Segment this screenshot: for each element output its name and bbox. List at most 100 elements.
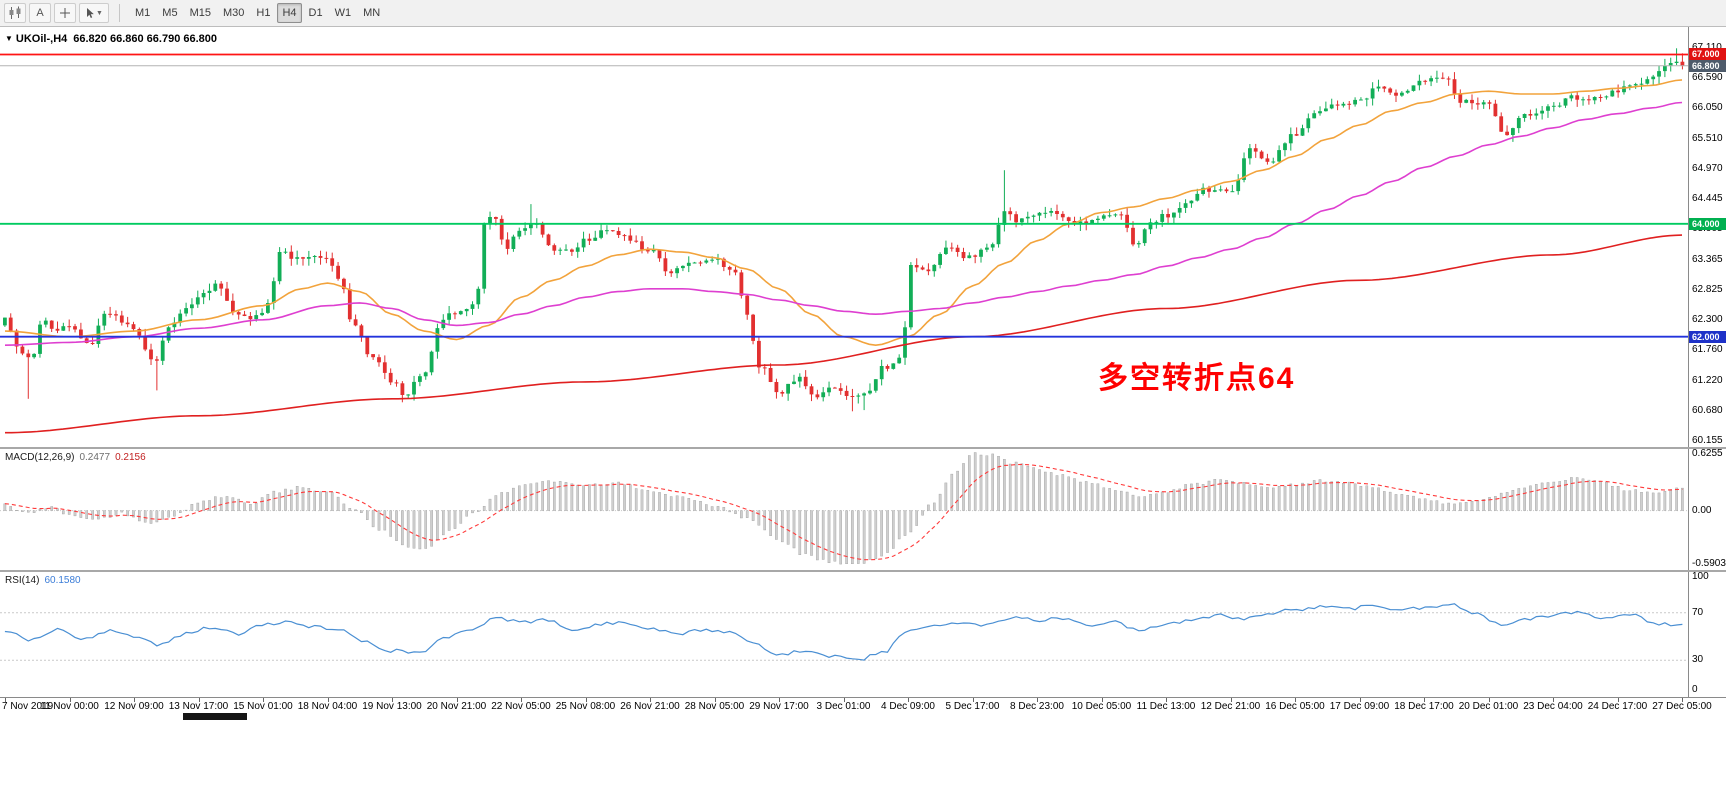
price-tick-label: 61.760 — [1692, 344, 1723, 356]
price-tick-label: 62.300 — [1692, 313, 1723, 325]
time-tick — [456, 698, 458, 702]
time-tick — [1424, 698, 1425, 702]
rsi-value: 60.1580 — [44, 575, 81, 586]
price-level-badge-62.000: 62.000 — [1689, 330, 1726, 343]
time-tick — [1553, 698, 1554, 702]
time-label: 18 Nov 04:00 — [297, 701, 358, 712]
time-label: 28 Nov 05:00 — [684, 701, 745, 712]
time-label: 23 Dec 04:00 — [1523, 701, 1583, 712]
time-tick — [908, 698, 909, 702]
chart-symbol-period: UKOil-,H4 — [15, 33, 68, 45]
time-label: 4 Dec 09:00 — [881, 701, 935, 712]
price-tick-label: 66.050 — [1692, 102, 1723, 114]
price-tick-label: 63.365 — [1692, 253, 1723, 265]
time-tick — [392, 698, 393, 702]
time-label: 19 Nov 13:00 — [362, 701, 422, 712]
rsi-tick-label: 0 — [1692, 684, 1698, 695]
ma-red-line — [5, 234, 1683, 434]
rsi-axis[interactable]: 100 70 30 0 — [1688, 572, 1726, 697]
price-chart-panel[interactable]: ▼ UKOil-,H4 66.820 66.860 66.790 66.800 多空… — [0, 27, 1688, 447]
crosshair-icon[interactable] — [54, 3, 76, 23]
ma-orange-line — [4, 79, 1683, 347]
rsi-panel[interactable]: RSI(14) 60.1580 — [0, 572, 1688, 697]
chevron-down-icon: ▼ — [96, 9, 103, 17]
timeframe-button-h4[interactable]: H4 — [277, 3, 302, 23]
timeframe-button-m1[interactable]: M1 — [135, 7, 151, 19]
macd-main-value: 0.2477 — [79, 452, 111, 463]
macd-panel[interactable]: MACD(12,26,9) 0.2477 0.2156 — [0, 449, 1688, 570]
price-tick-label: 60.155 — [1692, 434, 1723, 446]
time-tick — [263, 698, 264, 702]
time-tick — [779, 698, 780, 702]
ma-magenta-line — [4, 101, 1683, 346]
time-tick — [1295, 698, 1296, 702]
cursor-tool-dropdown[interactable]: ▼ — [79, 3, 109, 23]
time-tick — [714, 698, 716, 702]
time-tick — [327, 698, 329, 702]
time-tick — [843, 698, 845, 702]
timeframe-button-w1[interactable]: W1 — [334, 7, 352, 19]
time-label: 17 Dec 09:00 — [1329, 701, 1390, 712]
rsi-label: RSI(14) 60.1580 — [5, 575, 81, 586]
price-tick-label: 60.680 — [1692, 405, 1723, 417]
chart-type-icon[interactable] — [4, 3, 26, 23]
price-tick-label: 64.970 — [1692, 163, 1723, 175]
time-label: 25 Nov 08:00 — [555, 701, 616, 712]
time-label: 8 Dec 23:00 — [1010, 701, 1064, 712]
time-tick — [134, 698, 135, 702]
price-axis[interactable]: 67.11066.59066.05065.51064.97064.44563.9… — [1688, 27, 1726, 447]
price-chart-plot[interactable] — [0, 27, 1688, 447]
price-level-badge-67.000: 67.000 — [1689, 48, 1726, 61]
panel-separator-rsi[interactable] — [0, 570, 1726, 572]
macd-tick-label: -0.5903 — [1692, 558, 1726, 569]
time-tick — [69, 698, 71, 702]
crosshair-glyph — [60, 8, 70, 18]
macd-label: MACD(12,26,9) 0.2477 0.2156 — [5, 452, 146, 463]
cursor-tool-icon — [87, 8, 94, 18]
timeframe-button-m30[interactable]: M30 — [222, 7, 245, 19]
price-tick-label: 66.590 — [1692, 71, 1723, 83]
time-label: 24 Dec 17:00 — [1587, 701, 1648, 712]
candlestick-glyph — [9, 6, 21, 19]
macd-tick-label: 0.6255 — [1692, 449, 1723, 459]
macd-signal-value: 0.2156 — [115, 452, 146, 463]
time-label: 26 Nov 21:00 — [620, 701, 680, 712]
macd-axis[interactable]: 0.6255 0.00 -0.5903 — [1688, 449, 1726, 570]
toolbar: A ▼ M1 M5 M15 M30 H1 H4 D1 W1 MN — [0, 0, 1726, 27]
time-tick — [1617, 698, 1619, 702]
timeframe-buttons: M1 M5 M15 M30 H1 H4 D1 W1 MN — [130, 3, 385, 23]
time-tick — [1359, 698, 1361, 702]
time-label: 16 Dec 05:00 — [1265, 701, 1325, 712]
price-level-badge-66.800: 66.800 — [1689, 59, 1726, 72]
macd-name: MACD(12,26,9) — [5, 452, 75, 463]
price-tick-label: 65.510 — [1692, 132, 1723, 144]
price-tick-label: 67.110 — [1692, 43, 1722, 53]
panel-separator-macd[interactable] — [0, 447, 1726, 449]
timeframe-button-mn[interactable]: MN — [363, 7, 381, 19]
rsi-tick-label: 100 — [1692, 572, 1709, 582]
time-tick — [1682, 698, 1683, 702]
macd-plot[interactable] — [0, 449, 1688, 570]
rsi-tick-label: 70 — [1692, 606, 1704, 618]
rsi-plot[interactable] — [0, 572, 1688, 697]
timeframe-button-m5[interactable]: M5 — [162, 7, 178, 19]
time-tick — [1101, 698, 1103, 702]
rsi-name: RSI(14) — [5, 575, 40, 586]
time-label: 3 Dec 01:00 — [816, 701, 871, 712]
triangle-down-icon: ▼ — [5, 34, 13, 43]
price-tick-label: 62.825 — [1692, 284, 1723, 296]
timeframe-button-h1[interactable]: H1 — [256, 7, 271, 19]
timeframe-button-d1[interactable]: D1 — [308, 7, 323, 19]
time-label: 5 Dec 17:00 — [945, 701, 1000, 712]
time-tick — [585, 698, 587, 702]
macd-tick-label: 0.00 — [1692, 504, 1712, 516]
text-label-button[interactable]: A — [29, 3, 51, 23]
time-tick — [1037, 698, 1038, 702]
time-tick — [1230, 698, 1232, 702]
time-axis[interactable]: 7 Nov 2019 11 Nov 00:00 12 Nov 09:00 13 Nov… — [0, 697, 1726, 714]
price-tick-label: 64.445 — [1692, 192, 1723, 204]
chart-title: ▼ UKOil-,H4 66.820 66.860 66.790 66.800 — [5, 33, 217, 45]
time-tick — [650, 698, 651, 702]
timeframe-button-m15[interactable]: M15 — [189, 7, 211, 19]
